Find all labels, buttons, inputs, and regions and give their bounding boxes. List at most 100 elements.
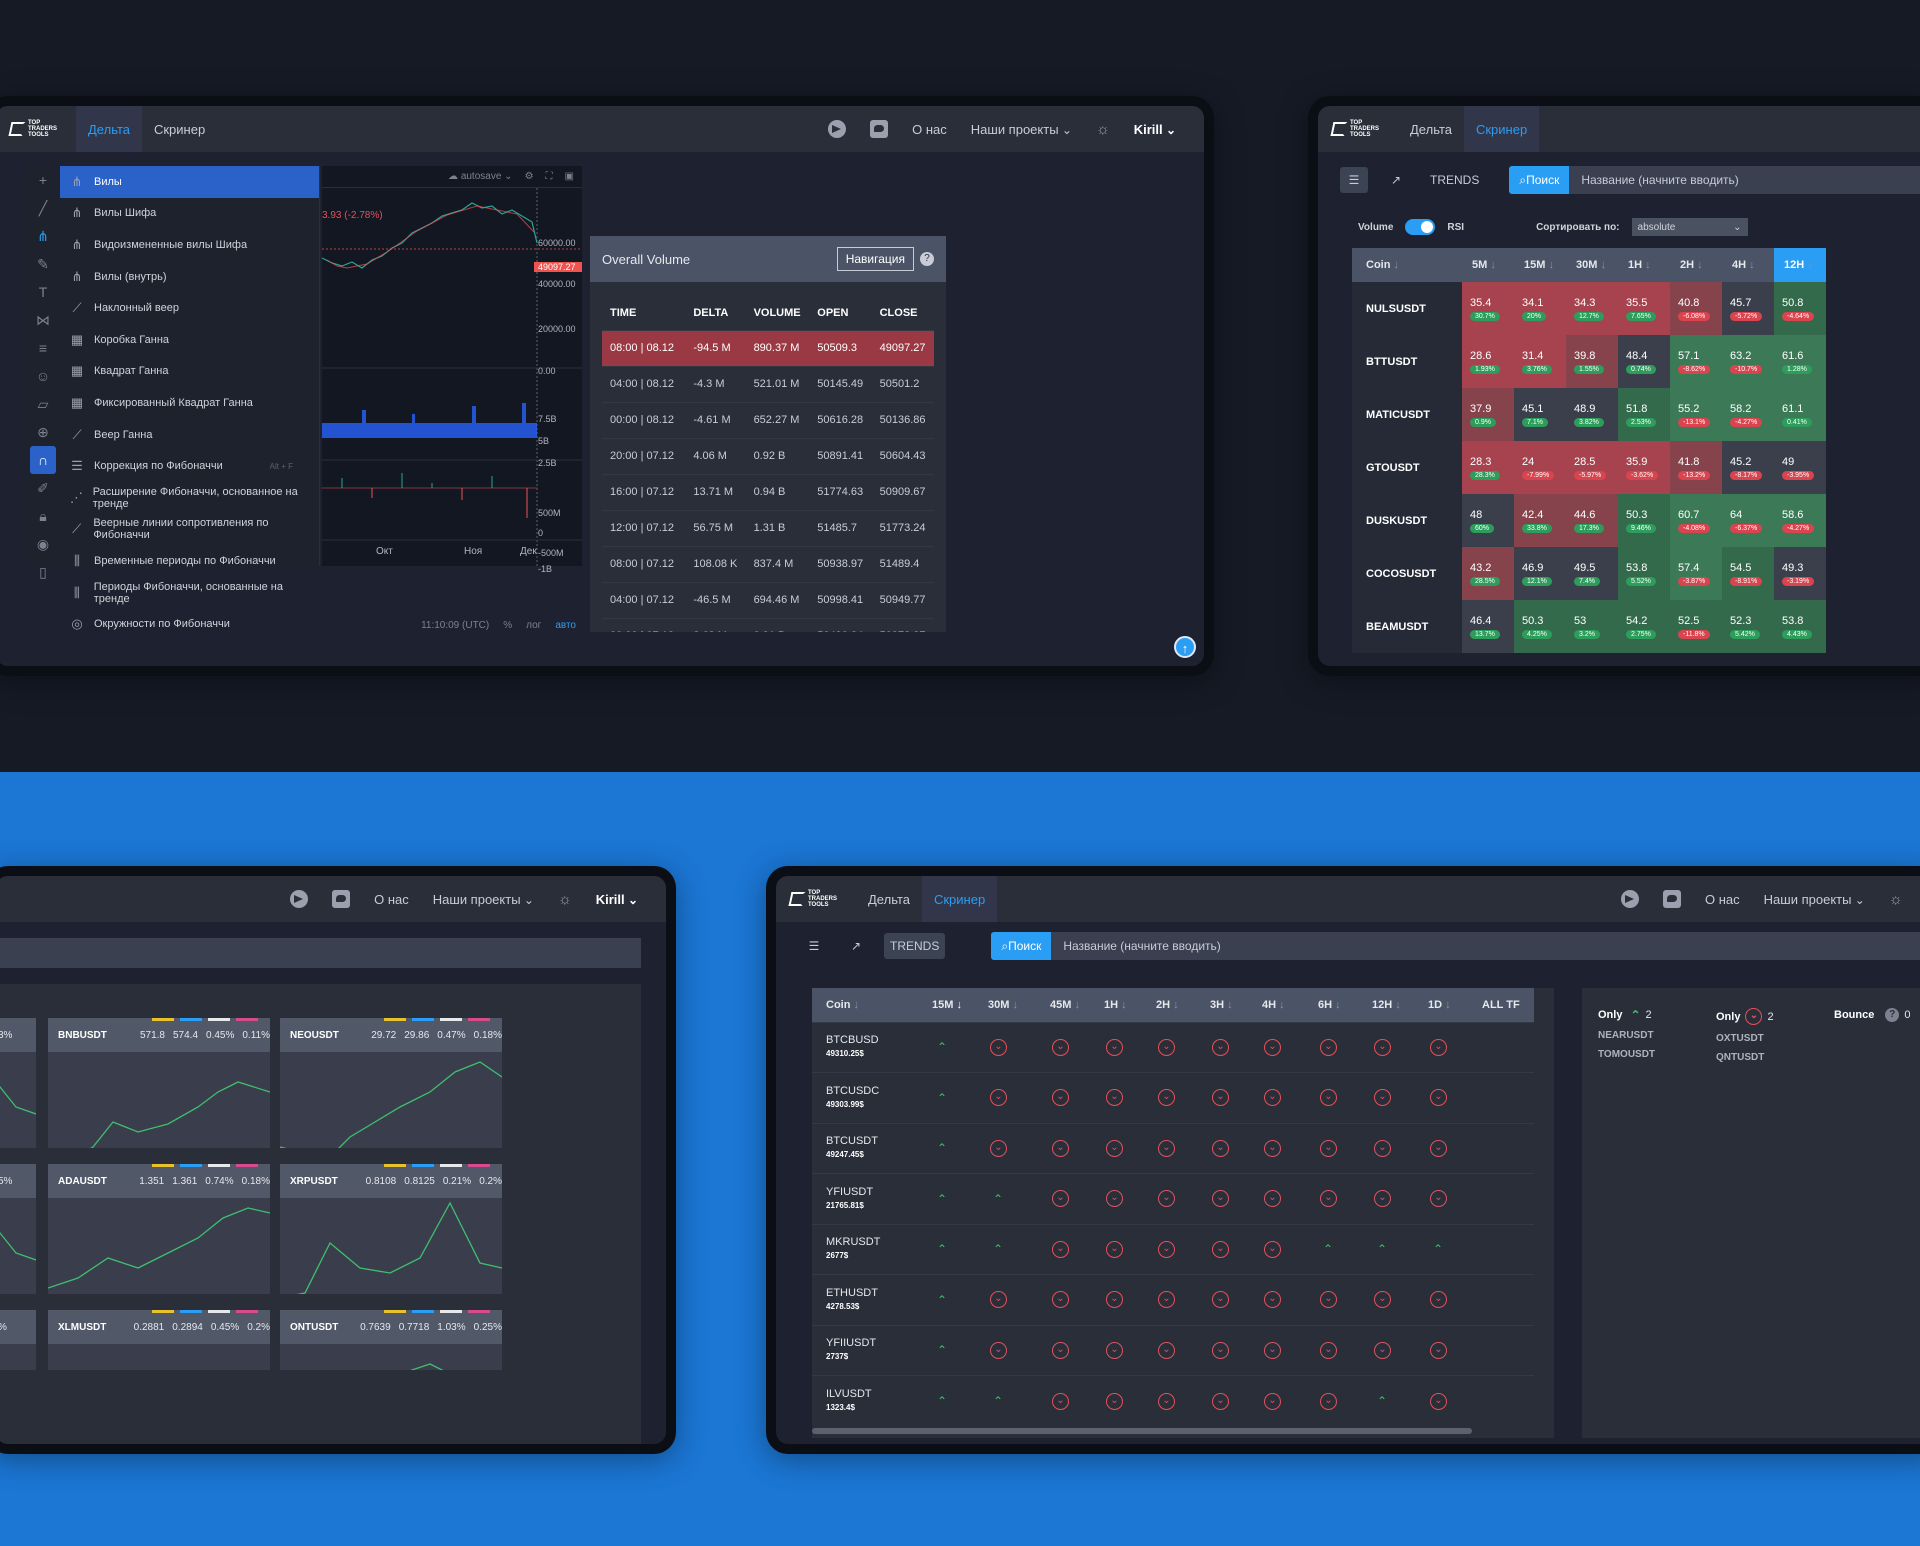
table-row[interactable]: 00:00 | 07.128.63 M0.91 B50490.2450972.3… — [602, 617, 934, 632]
list-view-icon[interactable]: ☰ — [808, 939, 820, 953]
table-row[interactable]: BTTUSDT 28.6 1.93% 31.4 3.76% 39.8 1.55% 48.4 0.… — [1352, 335, 1826, 388]
table-row[interactable]: BTCUSDC 49303.99$ ⌃ ⌄ ⌄ ⌄ ⌄ ⌄ ⌄ ⌄ ⌄ ⌄ — [812, 1072, 1534, 1123]
user-menu[interactable]: Kirill — [596, 892, 638, 907]
table-row[interactable]: MATICUSDT 37.9 0.9% 45.1 7.1% 48.9 3.82% 51.8 2.… — [1352, 388, 1826, 441]
auto-toggle[interactable]: авто — [555, 620, 576, 631]
twitter-icon[interactable] — [870, 120, 889, 138]
coin-name[interactable]: COCOSUSDT — [1352, 547, 1462, 600]
crosshair-icon[interactable]: + — [38, 172, 48, 188]
drawing-menu-item[interactable]: ⋔ Вилы Шифа — [60, 198, 319, 230]
column-header[interactable]: 45M ↓ — [1042, 988, 1096, 1022]
drawing-menu-item[interactable]: ⟋ Веерные линии сопротивления по Фибоначч… — [60, 514, 319, 546]
coin-card[interactable]: ONTUSDT 0.7639 0.7718 1.03% 0.25% — [280, 1310, 502, 1370]
navigation-button[interactable]: Навигация — [836, 247, 914, 271]
table-row[interactable]: 08:00 | 08.12 -94.5 M 890.37 M 50509.3 49097… — [602, 329, 934, 366]
column-header[interactable]: 1D ↓ — [1420, 988, 1474, 1022]
sort-select[interactable]: absolute ⌄ — [1631, 218, 1748, 236]
table-row[interactable]: YFIUSDT 21765.81$ ⌃ ⌃ ⌄ ⌄ ⌄ ⌄ ⌄ ⌄ ⌄ ⌄ — [812, 1173, 1534, 1224]
log-toggle[interactable]: лог — [526, 620, 542, 631]
column-header[interactable]: 5M ↓ — [1462, 248, 1514, 282]
table-row[interactable]: NULSUSDT 35.4 30.7% 34.1 20% 34.3 12.7% 35.5 7.6… — [1352, 282, 1826, 335]
lock-draw-icon[interactable]: ✐ — [37, 480, 49, 496]
column-header[interactable]: 30M ↓ — [980, 988, 1042, 1022]
theme-toggle-icon[interactable]: ☼ — [1888, 890, 1903, 908]
table-row[interactable]: BEAMUSDT 46.4 13.7% 50.3 4.25% 53 3.2% 54.2 2.75… — [1352, 600, 1826, 653]
horizontal-scrollbar[interactable] — [812, 1428, 1472, 1434]
theme-toggle-icon[interactable]: ☼ — [557, 890, 572, 908]
pattern-icon[interactable]: ⋈ — [36, 312, 50, 328]
table-row[interactable]: ETHUSDT 4278.53$ ⌃ ⌄ ⌄ ⌄ ⌄ ⌄ ⌄ ⌄ ⌄ ⌄ — [812, 1274, 1534, 1325]
table-row[interactable]: BTCUSDT 49247.45$ ⌃ ⌄ ⌄ ⌄ ⌄ ⌄ ⌄ ⌄ ⌄ ⌄ — [812, 1122, 1534, 1174]
tab-screener[interactable]: Скринер — [921, 876, 998, 922]
chart-view-icon[interactable]: ↗ — [850, 939, 862, 953]
table-row[interactable]: BTCBUSD 49310.25$ ⌃ ⌄ ⌄ ⌄ ⌄ ⌄ ⌄ ⌄ ⌄ ⌄ — [812, 1021, 1534, 1073]
column-header[interactable]: CLOSE — [879, 306, 918, 319]
column-header[interactable]: 4H ↓ — [1722, 248, 1774, 282]
table-row[interactable]: COCOSUSDT 43.2 28.5% 46.9 12.1% 49.5 7.4% 53.8 5… — [1352, 547, 1826, 600]
coin-name[interactable]: NULSUSDT — [1352, 282, 1462, 335]
tab-screener[interactable]: Скринер — [1463, 106, 1540, 152]
column-header[interactable]: 15M ↓ — [924, 988, 980, 1022]
coin-card[interactable]: BNBUSDT 571.8 574.4 0.45% 0.11% — [48, 1018, 270, 1148]
column-header[interactable]: 1H ↓ — [1618, 248, 1670, 282]
coin-name[interactable]: BTTUSDT — [1352, 335, 1462, 388]
telegram-icon[interactable] — [290, 890, 309, 908]
column-header[interactable]: VOLUME — [753, 306, 801, 319]
autosave-button[interactable]: ☁ autosave ⌄ — [448, 171, 513, 182]
coin-cell[interactable]: BTCBUSD 49310.25$ — [812, 1021, 924, 1073]
drawing-menu-item[interactable]: ⫼ Периоды Фибоначчи, основанные на тренде — [60, 577, 319, 609]
projects-dropdown[interactable]: Наши проекты — [433, 892, 534, 907]
trendline-icon[interactable]: ╱ — [38, 200, 48, 216]
drawing-menu-item[interactable]: ⟋ Наклонный веер — [60, 292, 319, 324]
trends-button[interactable]: TRENDS — [884, 933, 946, 959]
logo[interactable]: TOP TRADERS TOOLS — [0, 106, 76, 152]
projects-dropdown[interactable]: Наши проекты — [1764, 892, 1865, 907]
coin-card-partial[interactable]: % — [0, 1310, 36, 1370]
drawing-menu-item[interactable]: ⋰ Расширение Фибоначчи, основанное на тре… — [60, 482, 319, 514]
column-header[interactable]: ALL TF — [1474, 988, 1534, 1022]
column-header[interactable]: 12H ↓ — [1774, 248, 1826, 282]
drawing-menu-item[interactable]: ⋔ Вилы (внутрь) — [60, 261, 319, 293]
user-menu[interactable]: Kirill — [1134, 122, 1176, 137]
pitchfork-tool-icon[interactable]: ⋔ — [37, 228, 49, 244]
column-header[interactable]: 30M ↓ — [1566, 248, 1618, 282]
eye-icon[interactable]: ◉ — [36, 536, 50, 552]
drawing-menu-item[interactable]: ▦ Фиксированный Квадрат Ганна — [60, 387, 319, 419]
coin-name[interactable]: BEAMUSDT — [1352, 600, 1462, 653]
coin-card-partial[interactable]: 5% — [0, 1164, 36, 1294]
drawing-menu-item[interactable]: ◎ Окружности по Фибоначчи — [60, 608, 319, 640]
prediction-icon[interactable]: ≡ — [38, 340, 48, 356]
about-link[interactable]: О нас — [912, 121, 947, 137]
drawing-menu-item[interactable]: ⋔ Вилы — [60, 166, 319, 198]
projects-dropdown[interactable]: Наши проекты — [971, 122, 1072, 137]
table-row[interactable]: 20:00 | 07.12 4.06 M 0.92 B 50891.41 50604.4… — [602, 437, 934, 474]
help-icon[interactable]: ? — [920, 252, 934, 266]
only-up-coin[interactable]: NEARUSDT — [1598, 1030, 1654, 1041]
coin-cell[interactable]: YFIUSDT 21765.81$ — [812, 1173, 924, 1224]
coin-card[interactable]: XRPUSDT 0.8108 0.8125 0.21% 0.2% — [280, 1164, 502, 1294]
column-header[interactable]: Coin ↓ — [1352, 248, 1462, 282]
coin-cell[interactable]: MKRUSDT 2677$ — [812, 1223, 924, 1275]
column-header[interactable]: 15M ↓ — [1514, 248, 1566, 282]
tab-screener[interactable]: Скринер — [153, 121, 206, 137]
search-input[interactable]: Название (начните вводить) — [1051, 932, 1920, 960]
column-header[interactable]: 2H ↓ — [1670, 248, 1722, 282]
logo[interactable]: TOP TRADERS TOOLS — [776, 876, 856, 922]
search-button[interactable]: ⌕ Поиск — [1509, 166, 1570, 194]
table-row[interactable]: 16:00 | 07.12 13.71 M 0.94 B 51774.63 50909.… — [602, 473, 934, 510]
tab-delta[interactable]: Дельта — [1410, 121, 1452, 137]
brush-icon[interactable]: ✎ — [37, 256, 49, 272]
settings-icon[interactable]: ⚙ — [524, 171, 534, 182]
table-row[interactable]: GTOUSDT 28.3 28.3% 24 -7.99% 28.5 -5.97% 35.9 -3… — [1352, 441, 1826, 494]
coin-cell[interactable]: YFIIUSDT 2737$ — [812, 1324, 924, 1376]
table-row[interactable]: 04:00 | 07.12 -46.5 M 694.46 M 50998.41 5094… — [602, 581, 934, 618]
coin-card-partial[interactable]: 3% — [0, 1018, 36, 1148]
table-row[interactable]: 04:00 | 08.12 -4.3 M 521.01 M 50145.49 50501… — [602, 365, 934, 402]
telegram-icon[interactable] — [828, 120, 847, 138]
text-icon[interactable]: T — [38, 284, 48, 300]
column-header[interactable]: 1H ↓ — [1096, 988, 1148, 1022]
ruler-icon[interactable]: ▱ — [37, 396, 49, 412]
trends-button[interactable]: TRENDS — [1430, 173, 1480, 187]
zoom-icon[interactable]: ⊕ — [37, 424, 49, 440]
search-input[interactable]: Название (начните вводить) — [1569, 166, 1920, 194]
